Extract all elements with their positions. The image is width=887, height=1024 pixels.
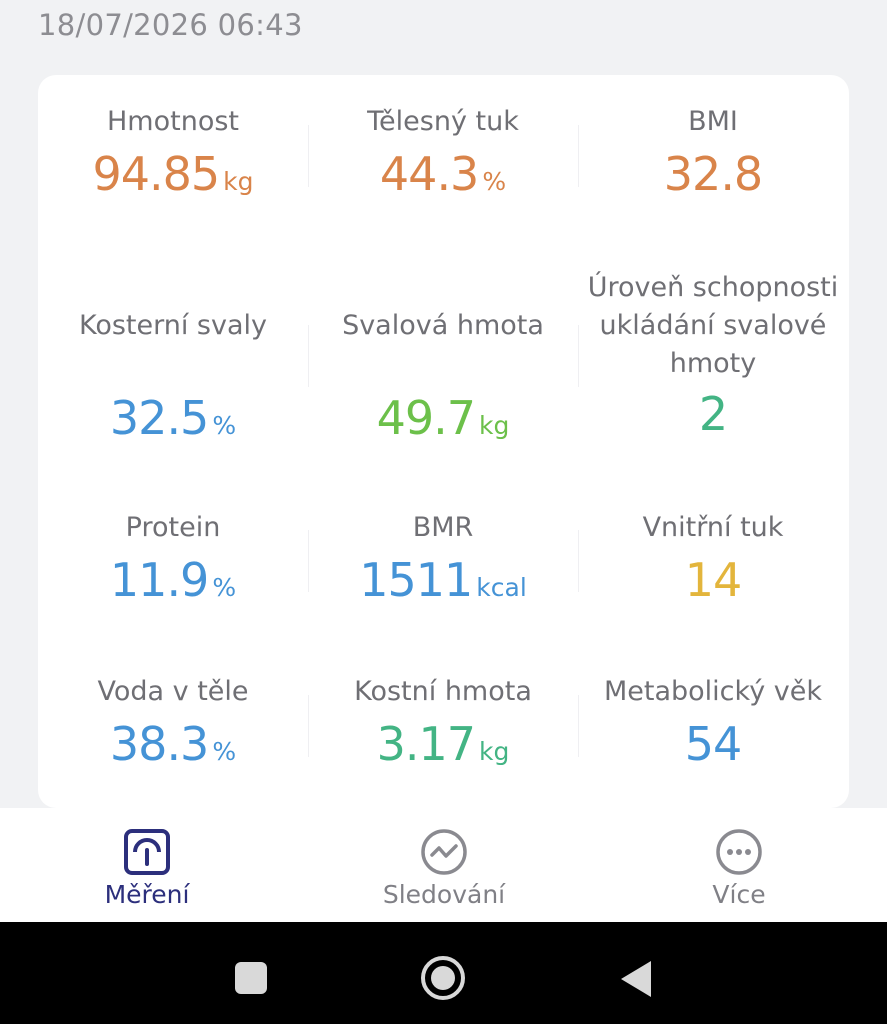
column-divider xyxy=(578,325,579,387)
metric-unit: % xyxy=(212,737,237,766)
metrics-card: Hmotnost 94.85 kg Tělesný tuk 44.3% BMI 3… xyxy=(38,75,849,808)
metric-value: 49.7 xyxy=(376,391,476,445)
tab-measurement[interactable]: Měření xyxy=(27,808,267,922)
metric-value: 3.17 xyxy=(376,717,476,771)
tab-tracking[interactable]: Sledování xyxy=(324,808,564,922)
metric-weight[interactable]: Hmotnost 94.85 kg xyxy=(38,103,308,201)
metric-body-fat[interactable]: Tělesný tuk 44.3% xyxy=(308,103,578,201)
metric-bmi[interactable]: BMI 32.8 xyxy=(578,103,848,201)
metric-unit: kcal xyxy=(476,573,527,602)
column-divider xyxy=(578,530,579,592)
metric-label: Metabolický věk xyxy=(603,676,822,707)
column-divider xyxy=(308,530,309,592)
column-divider xyxy=(578,695,579,757)
metric-unit: % xyxy=(212,573,237,602)
metric-value: 94.85 xyxy=(92,147,220,201)
metric-unit: kg xyxy=(479,411,510,440)
tab-label: Více xyxy=(712,880,766,909)
more-dots-icon xyxy=(716,829,762,875)
metric-label-line: Úroveň schopnosti xyxy=(587,272,839,303)
metric-label: Voda v těle xyxy=(97,676,249,707)
measurement-timestamp: 18/07/2026 06:43 xyxy=(38,8,303,42)
tab-label: Sledování xyxy=(382,880,506,909)
metric-body-water[interactable]: Voda v těle 38.3% xyxy=(38,673,308,771)
metric-muscle-storage-level[interactable]: Úroveň schopnosti ukládání svalové hmoty… xyxy=(574,269,852,441)
metric-muscle-mass[interactable]: Svalová hmota 49.7 kg xyxy=(308,307,578,445)
metric-label: BMI xyxy=(688,106,738,137)
metric-label: Tělesný tuk xyxy=(367,106,519,137)
metric-label-line: ukládání svalové xyxy=(599,310,827,341)
recents-square-icon[interactable] xyxy=(233,960,269,996)
metric-unit: % xyxy=(212,411,237,440)
column-divider xyxy=(578,125,579,187)
metric-unit: % xyxy=(482,167,507,196)
metric-bmr[interactable]: BMR 1511 kcal xyxy=(308,509,578,607)
metric-protein[interactable]: Protein 11.9% xyxy=(38,509,308,607)
column-divider xyxy=(308,695,309,757)
metric-visceral-fat[interactable]: Vnitřní tuk 14 xyxy=(578,509,848,607)
bottom-tab-bar: Měření Sledování Více xyxy=(0,808,887,922)
metric-label: BMR xyxy=(412,512,474,543)
metric-label-line: hmoty xyxy=(669,348,757,379)
metric-label: Vnitřní tuk xyxy=(642,512,784,543)
trend-wave-icon xyxy=(421,829,467,875)
tab-label: Měření xyxy=(104,880,190,909)
metric-value: 32.8 xyxy=(663,147,763,201)
home-circle-icon[interactable] xyxy=(419,954,467,1002)
metric-bone-mass[interactable]: Kostní hmota 3.17 kg xyxy=(308,673,578,771)
metric-label: Hmotnost xyxy=(107,106,239,137)
metric-value: 14 xyxy=(684,553,743,607)
metric-unit: kg xyxy=(479,737,510,766)
column-divider xyxy=(308,325,309,387)
metric-value: 2 xyxy=(698,387,728,441)
metric-value: 38.3 xyxy=(109,717,209,771)
metric-metabolic-age[interactable]: Metabolický věk 54 xyxy=(578,673,848,771)
column-divider xyxy=(308,125,309,187)
metric-unit: kg xyxy=(223,167,254,196)
metric-label: Protein xyxy=(125,512,221,543)
metric-skeletal-muscle[interactable]: Kosterní svaly 32.5% xyxy=(38,307,308,445)
metric-label: Kostní hmota xyxy=(354,676,532,707)
metric-value: 11.9 xyxy=(109,553,209,607)
metric-label: Kosterní svaly xyxy=(78,310,268,341)
system-navigation-bar xyxy=(0,922,887,1024)
metric-value: 54 xyxy=(684,717,743,771)
metric-value: 32.5 xyxy=(109,391,209,445)
metric-value: 44.3 xyxy=(379,147,479,201)
metric-label: Svalová hmota xyxy=(342,310,544,341)
scale-gauge-icon xyxy=(124,829,170,875)
back-triangle-icon[interactable] xyxy=(617,958,657,1000)
tab-more[interactable]: Více xyxy=(619,808,859,922)
metric-value: 1511 xyxy=(359,553,473,607)
